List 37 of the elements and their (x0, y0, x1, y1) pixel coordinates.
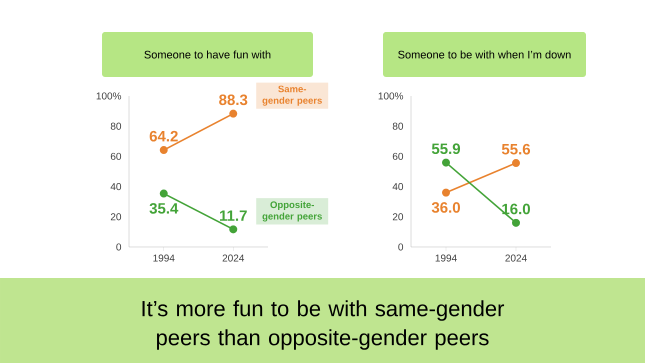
chart-title: Someone to have fun with (144, 50, 270, 59)
point (512, 159, 520, 168)
text: It’s more fun to be with same-gender peers than opposite-gender peers (142, 300, 504, 350)
data-label: 55.9 (432, 143, 460, 154)
data-label: 35.4 (150, 203, 178, 214)
x-tick-label: 2024 (222, 254, 244, 262)
point (442, 158, 450, 167)
y-tick-label: 0 (398, 243, 404, 251)
data-label: 55.6 (502, 144, 530, 154)
point (229, 110, 238, 118)
y-tick-label: 60 (392, 152, 404, 160)
y-tick-label: 40 (392, 183, 404, 190)
data-label: 11.7 (220, 210, 247, 221)
text: Same-gender peers (262, 86, 322, 106)
x-tick-label: 1994 (436, 254, 457, 262)
y-tick-label: 100% (96, 92, 122, 100)
point (442, 188, 450, 197)
chart-title: Someone to be with when I’m down (398, 50, 571, 59)
point (160, 190, 168, 198)
x-tick-label: 2024 (505, 254, 527, 262)
y-tick-label: 80 (392, 122, 404, 130)
text: Opposite-gender peers (262, 201, 322, 222)
x-tick-label: 1994 (153, 254, 175, 262)
data-label: 36.0 (432, 202, 460, 213)
y-tick-label: 20 (392, 213, 404, 220)
y-tick-label: 60 (110, 152, 122, 160)
y-tick-label: 40 (110, 183, 122, 190)
y-tick-label: 20 (110, 213, 122, 220)
data-label: 64.2 (150, 130, 178, 142)
data-label: 88.3 (219, 94, 248, 106)
y-tick-label: 100% (378, 92, 404, 100)
y-tick-label: 80 (110, 122, 122, 130)
point (160, 146, 168, 154)
y-tick-label: 0 (116, 243, 122, 251)
point (229, 225, 238, 234)
data-label: 16.0 (502, 204, 530, 214)
point (512, 218, 520, 227)
